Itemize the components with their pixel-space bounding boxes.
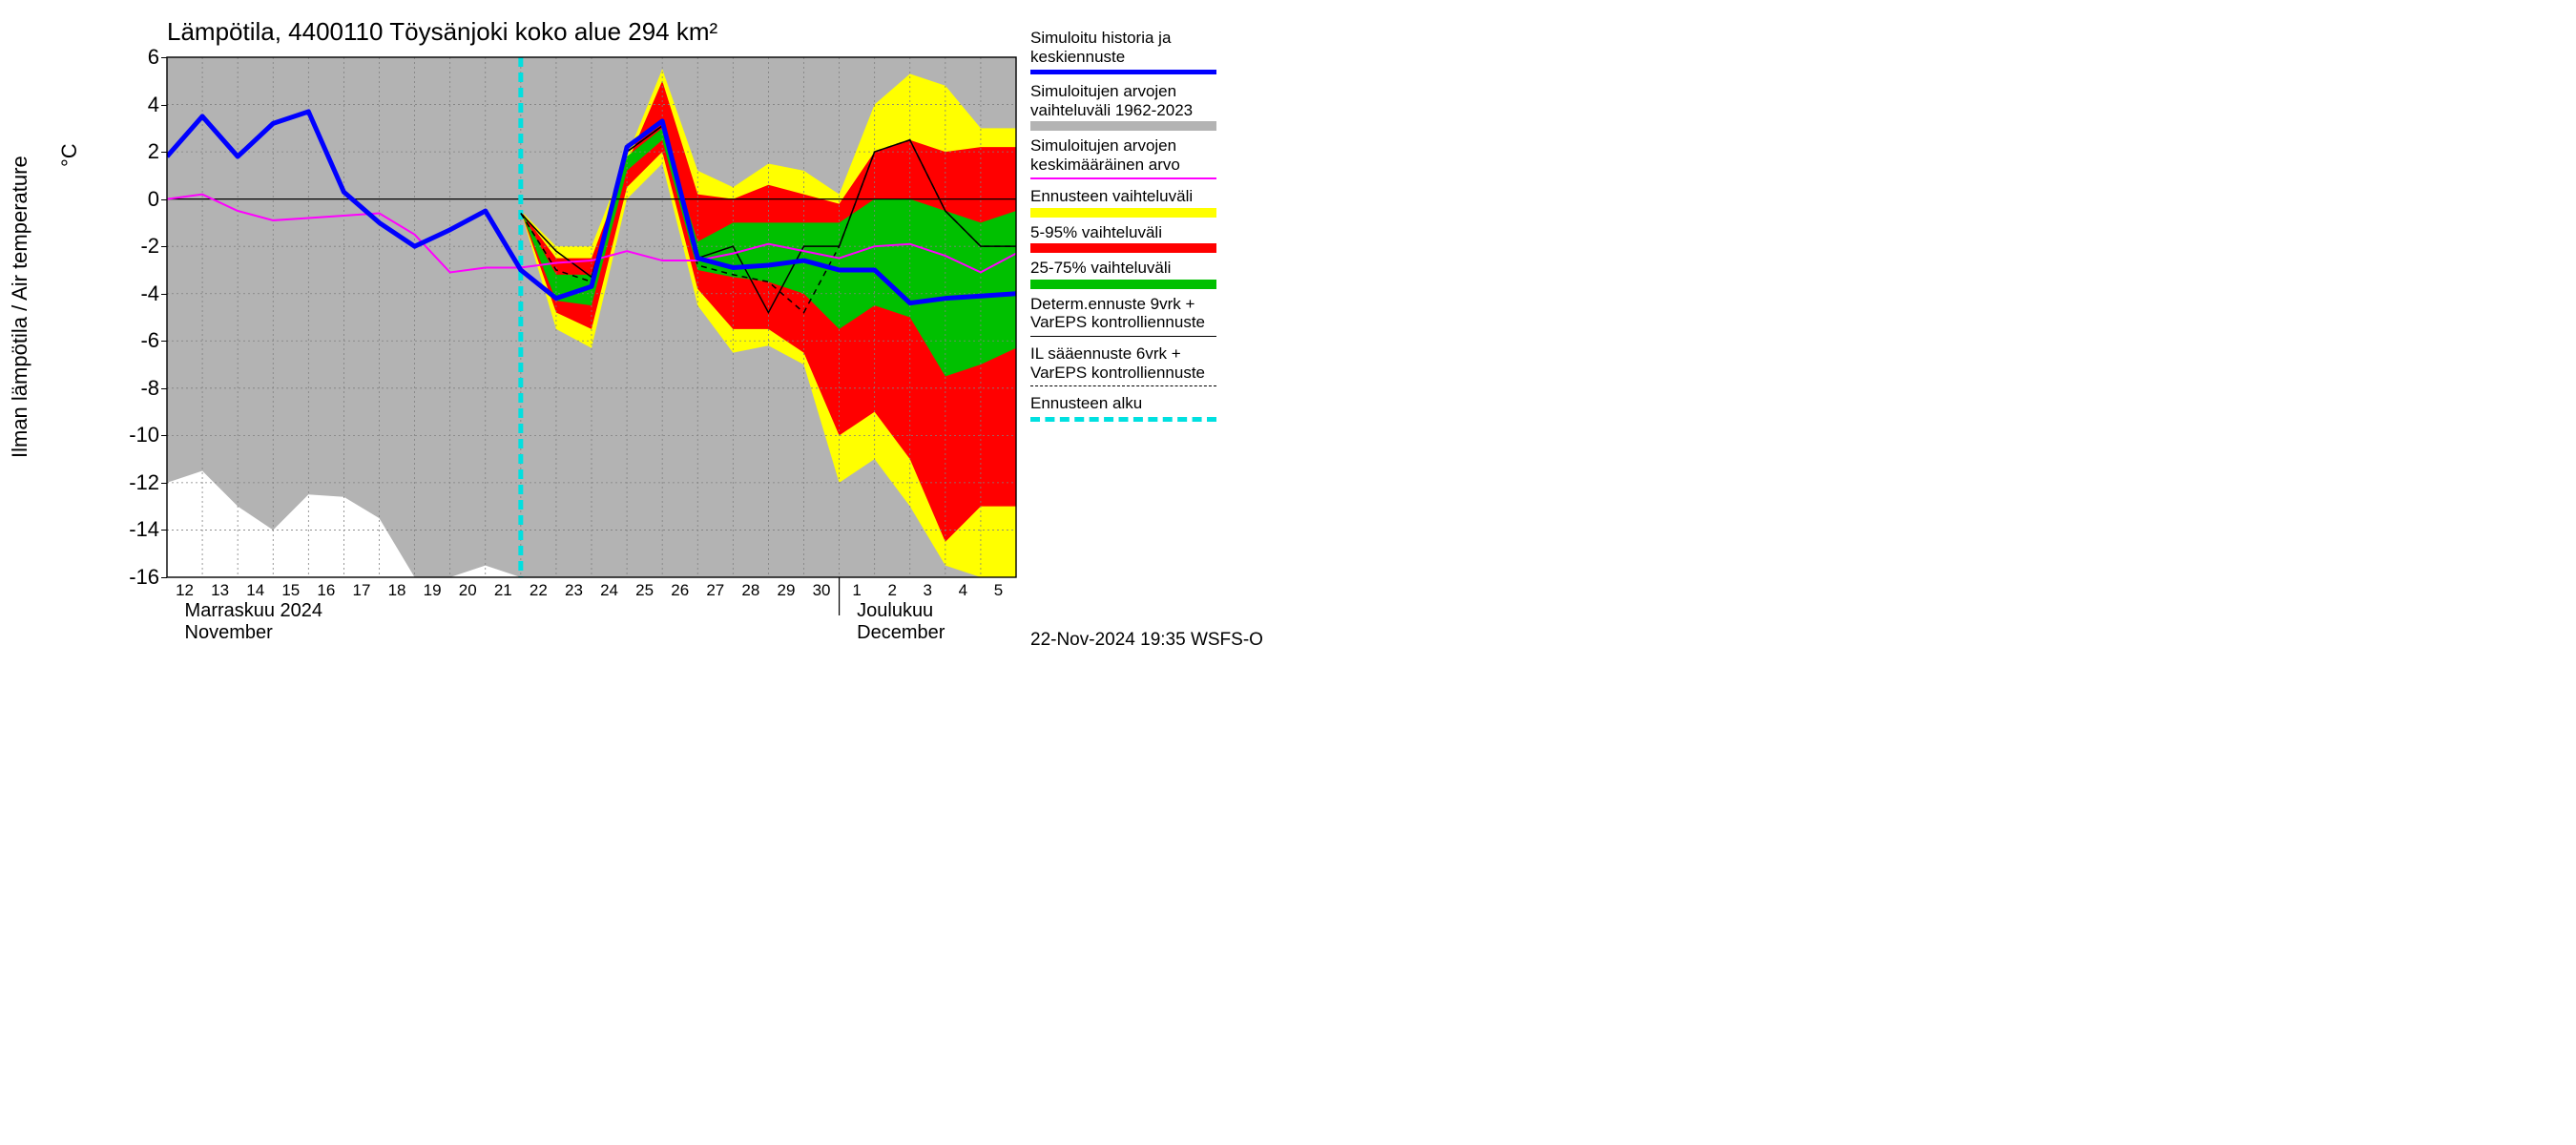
y-tick-label: 6 [148,45,159,70]
y-tick-label: -14 [129,517,159,542]
legend-swatch [1030,243,1216,253]
y-tick-label: 4 [148,93,159,117]
month-label-line2: December [857,622,945,643]
y-tick-label: -16 [129,565,159,590]
month-label-line1: Marraskuu 2024 [185,600,323,621]
x-tick-label: 5 [994,581,1003,600]
y-axis-unit: °C [57,143,82,167]
x-tick-label: 23 [565,581,583,600]
legend-swatch [1030,385,1216,386]
y-tick-label: -2 [140,234,159,259]
y-tick-label: -4 [140,281,159,306]
x-tick-label: 14 [246,581,264,600]
x-tick-label: 17 [352,581,370,600]
legend-swatch [1030,417,1216,422]
legend-swatch [1030,336,1216,337]
legend-item: Ennusteen alku [1030,394,1221,422]
legend-item: Ennusteen vaihteluväli [1030,187,1221,218]
x-tick-label: 25 [635,581,654,600]
legend-label: Determ.ennuste 9vrk + VarEPS kontrollien… [1030,295,1221,332]
x-tick-label: 28 [741,581,759,600]
legend-label: 5-95% vaihteluväli [1030,223,1221,242]
y-tick-label: -6 [140,328,159,353]
y-tick-label: 0 [148,187,159,212]
legend-swatch [1030,208,1216,218]
legend-item: 25-75% vaihteluväli [1030,259,1221,289]
chart-stage: Lämpötila, 4400110 Töysänjoki koko alue … [0,0,1431,668]
legend-label: Ennusteen vaihteluväli [1030,187,1221,206]
legend-swatch [1030,280,1216,289]
x-tick-label: 4 [959,581,967,600]
legend-item: Simuloitu historia ja keskiennuste [1030,29,1221,74]
legend-swatch [1030,70,1216,74]
month-label: Marraskuu 2024November [185,600,323,644]
legend-swatch [1030,121,1216,131]
x-tick-label: 27 [706,581,724,600]
timestamp-label: 22-Nov-2024 19:35 WSFS-O [1030,630,1263,651]
x-tick-label: 22 [530,581,548,600]
x-tick-label: 1 [852,581,861,600]
chart-title: Lämpötila, 4400110 Töysänjoki koko alue … [167,17,717,47]
x-tick-label: 29 [777,581,795,600]
legend: Simuloitu historia ja keskiennuste Simulo… [1030,29,1221,429]
month-label-line1: Joulukuu [857,600,933,621]
x-tick-label: 20 [459,581,477,600]
legend-item: IL sääennuste 6vrk + VarEPS kontrollienn… [1030,344,1221,386]
legend-label: Simuloitu historia ja keskiennuste [1030,29,1221,66]
legend-label: Simuloitujen arvojen vaihteluväli 1962-2… [1030,82,1221,119]
y-tick-label: -10 [129,423,159,448]
plot-svg [167,57,1016,577]
legend-label: IL sääennuste 6vrk + VarEPS kontrollienn… [1030,344,1221,382]
y-tick-label: -12 [129,470,159,495]
y-tick-label: -8 [140,376,159,401]
month-label-line2: November [185,622,273,643]
x-tick-label: 24 [600,581,618,600]
month-label: JoulukuuDecember [857,600,945,644]
legend-label: Simuloitujen arvojen keskimääräinen arvo [1030,136,1221,174]
legend-swatch [1030,177,1216,179]
x-tick-label: 2 [887,581,896,600]
legend-item: Simuloitujen arvojen keskimääräinen arvo [1030,136,1221,179]
legend-item: Simuloitujen arvojen vaihteluväli 1962-2… [1030,82,1221,131]
legend-label: 25-75% vaihteluväli [1030,259,1221,278]
plot-area: -16-14-12-10-8-6-4-202461213141516171819… [167,57,1016,577]
legend-item: Determ.ennuste 9vrk + VarEPS kontrollien… [1030,295,1221,337]
y-axis-label: Ilman lämpötila / Air temperature [8,156,32,458]
x-tick-label: 15 [281,581,300,600]
x-tick-label: 12 [176,581,194,600]
x-tick-label: 26 [671,581,689,600]
x-tick-label: 16 [317,581,335,600]
legend-item: 5-95% vaihteluväli [1030,223,1221,254]
x-tick-label: 13 [211,581,229,600]
y-tick-label: 2 [148,139,159,164]
x-tick-label: 30 [813,581,831,600]
x-tick-label: 19 [424,581,442,600]
x-tick-label: 18 [388,581,406,600]
x-tick-label: 3 [924,581,932,600]
x-tick-label: 21 [494,581,512,600]
legend-label: Ennusteen alku [1030,394,1221,413]
